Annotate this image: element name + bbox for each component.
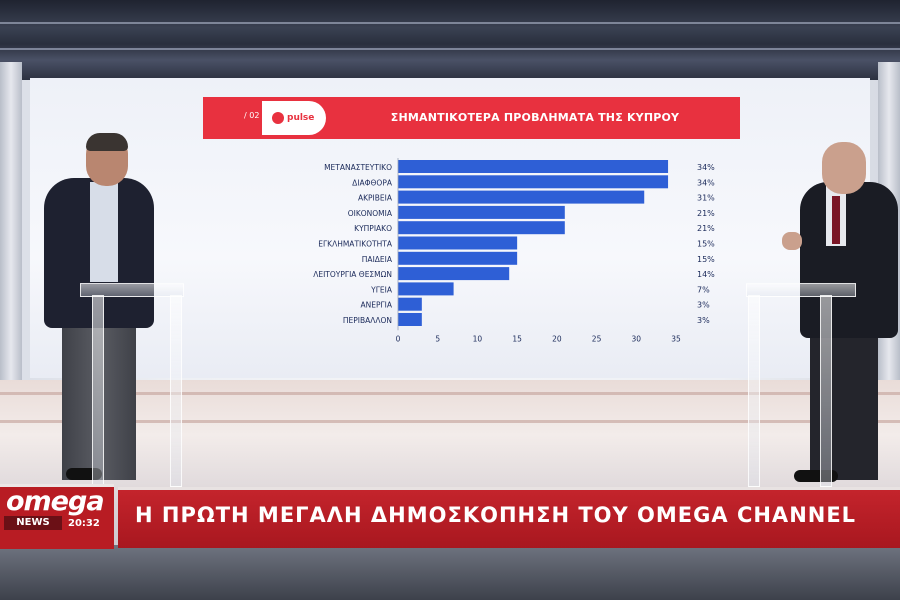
value-label: 15% <box>697 240 715 249</box>
category-label: ΛΕΙΤΟΥΡΓΙΑ ΘΕΣΜΩΝ <box>313 270 392 279</box>
presenter-right-jacket <box>800 182 898 338</box>
category-label: ΑΚΡΙΒΕΙΑ <box>358 194 393 203</box>
chart-title: ΣΗΜΑΝΤΙΚΟΤΕΡΑ ΠΡΟΒΛΗΜΑΤΑ ΤΗΣ ΚΥΠΡΟΥ <box>390 111 680 124</box>
x-tick-label: 10 <box>473 334 483 343</box>
value-label: 21% <box>697 209 715 218</box>
bar <box>398 175 669 189</box>
category-label: ΑΝΕΡΓΙΑ <box>360 301 392 310</box>
category-label: ΠΑΙΔΕΙΑ <box>362 255 393 264</box>
value-label: 3% <box>697 316 710 325</box>
presenter-right-head <box>822 142 866 194</box>
lower-third-bar <box>118 487 900 548</box>
lower-third-headline: Η ΠΡΩΤΗ ΜΕΓΑΛΗ ΔΗΜΟΣΚΟΠΗΣΗ ΤΟΥ OMEGA CHA… <box>135 503 857 527</box>
x-tick-label: 30 <box>632 334 642 343</box>
value-label: 34% <box>697 178 715 187</box>
x-tick-label: 35 <box>671 334 681 343</box>
presenter-right-tie <box>832 196 840 244</box>
bar <box>398 236 518 250</box>
bar <box>398 190 645 204</box>
value-label: 21% <box>697 224 715 233</box>
floor-stripe <box>0 420 900 423</box>
value-label: 14% <box>697 270 715 279</box>
slide-number: / 02 <box>244 111 260 120</box>
podium-left-top <box>80 283 184 297</box>
category-label: ΔΙΑΦΘΟΡΑ <box>352 178 393 187</box>
value-label: 31% <box>697 194 715 203</box>
category-label: ΟΙΚΟΝΟΜΙΑ <box>348 209 393 218</box>
podium-left-leg <box>170 295 182 487</box>
value-label: 3% <box>697 301 710 310</box>
category-label: ΠΕΡΙΒΑΛΛΟΝ <box>343 316 392 325</box>
x-tick-label: 15 <box>512 334 522 343</box>
bar <box>398 205 565 219</box>
news-label: NEWS <box>4 516 62 530</box>
podium-right-leg <box>748 295 760 487</box>
value-label: 15% <box>697 255 715 264</box>
x-tick-label: 0 <box>396 334 401 343</box>
studio-floor-shadow <box>0 545 900 600</box>
studio-ceiling <box>0 0 900 80</box>
floor-stripe <box>0 392 900 395</box>
bar <box>398 313 422 326</box>
bar <box>398 282 454 296</box>
category-label: ΚΥΠΡΙΑΚΟ <box>354 224 392 233</box>
podium-left-leg <box>92 295 104 487</box>
category-label: ΥΓΕΙΑ <box>370 285 393 294</box>
x-tick-label: 25 <box>592 334 602 343</box>
bar <box>398 297 422 311</box>
bar <box>398 221 565 235</box>
ceiling-light-line <box>0 22 900 24</box>
x-tick-label: 5 <box>435 334 440 343</box>
bar <box>398 160 669 173</box>
broadcast-time: 20:32 <box>68 518 100 529</box>
presenter-right-hand <box>782 232 802 250</box>
bar <box>398 267 510 281</box>
pulse-logo-text: pulse <box>287 113 315 123</box>
bar <box>398 251 518 265</box>
podium-right-top <box>746 283 856 297</box>
category-label: ΜΕΤΑΝΑΣΤΕΥΤΙΚΟ <box>324 163 392 172</box>
value-label: 34% <box>697 163 715 172</box>
category-label: ΕΓΚΛΗΜΑΤΙΚΟΤΗΤΑ <box>318 240 393 249</box>
wall-pillar-left <box>0 62 22 392</box>
channel-logo-text: omega <box>6 486 105 517</box>
x-tick-label: 20 <box>552 334 562 343</box>
ceiling-light-line <box>0 48 900 50</box>
presenter-left-shirt <box>90 182 118 282</box>
value-label: 7% <box>697 285 710 294</box>
presenter-left-hair <box>86 133 128 151</box>
podium-right-leg <box>820 295 832 487</box>
pulse-logo-icon <box>272 112 284 124</box>
